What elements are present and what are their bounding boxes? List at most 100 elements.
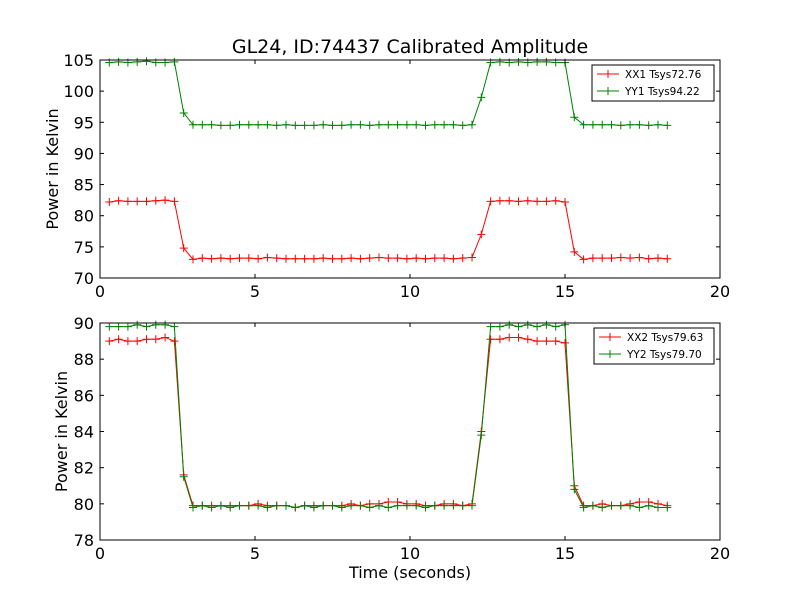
data-point (347, 501, 356, 510)
data-point (170, 337, 179, 346)
x-tick-label: 15 (555, 282, 575, 301)
legend-marker (604, 70, 612, 78)
data-point (161, 196, 170, 205)
data-point (319, 120, 328, 129)
x-tick-label: 0 (95, 282, 105, 301)
data-point (309, 503, 318, 512)
data-point (114, 335, 123, 344)
data-point (570, 247, 579, 256)
data-point (216, 501, 225, 510)
y-tick-label: 105 (63, 51, 94, 70)
x-tick-label: 10 (400, 282, 420, 301)
data-point (495, 196, 504, 205)
data-point (542, 337, 551, 346)
x-tick-label: 5 (250, 282, 260, 301)
data-point (319, 254, 328, 263)
y-tick-label: 75 (74, 238, 94, 257)
y-tick-label: 100 (63, 82, 94, 101)
data-point (105, 198, 114, 207)
legend-marker (606, 350, 614, 358)
x-tick-label: 20 (710, 282, 730, 301)
x-tick-label: 15 (555, 544, 575, 563)
data-point (458, 121, 467, 130)
data-point (486, 322, 495, 331)
series-1 (105, 196, 672, 264)
x-tick-label: 10 (400, 544, 420, 563)
data-point (626, 120, 635, 129)
data-point (598, 120, 607, 129)
data-point (635, 253, 644, 262)
y-tick-label: 82 (74, 459, 94, 478)
data-point (133, 197, 142, 206)
legend-box (591, 64, 715, 102)
legend: XX1 Tsys72.76 YY1 Tsys94.22 (591, 64, 715, 102)
data-point (328, 121, 337, 130)
data-point (477, 431, 486, 440)
y-axis-label: Power in Kelvin (52, 371, 71, 492)
data-point (170, 322, 179, 331)
legend-marker (604, 87, 612, 95)
data-point (449, 501, 458, 510)
data-point (542, 197, 551, 206)
data-point (579, 120, 588, 129)
data-point (319, 501, 328, 510)
data-point (254, 501, 263, 510)
data-point (291, 121, 300, 130)
legend-marker (606, 333, 614, 341)
data-point (616, 501, 625, 510)
data-point (309, 254, 318, 263)
data-point (505, 333, 514, 342)
data-point (254, 120, 263, 129)
data-point (412, 120, 421, 129)
data-point (468, 253, 476, 262)
y-tick-label: 88 (74, 350, 94, 369)
data-point (189, 255, 197, 264)
data-point (337, 254, 346, 263)
data-point (114, 57, 123, 66)
data-point (486, 335, 495, 344)
data-point (644, 501, 653, 510)
data-point (551, 337, 560, 346)
legend-box (593, 327, 715, 365)
y-axis-label: Power in Kelvin (43, 108, 62, 229)
data-point (412, 254, 421, 263)
y-tick-label: 80 (74, 495, 94, 514)
data-point (551, 322, 560, 331)
data-point (226, 503, 235, 512)
data-point (588, 501, 597, 510)
data-point (365, 254, 374, 263)
data-point (151, 196, 160, 205)
y-tick-label: 80 (74, 207, 94, 226)
data-point (449, 254, 458, 263)
data-point (282, 254, 290, 263)
data-point (189, 120, 197, 129)
data-point (598, 503, 607, 512)
data-point (179, 108, 188, 117)
data-point (105, 337, 114, 346)
data-point (263, 253, 272, 262)
data-point (207, 254, 216, 263)
x-tick-label: 0 (95, 544, 105, 563)
data-point (570, 485, 579, 494)
data-point (198, 501, 207, 510)
data-point (607, 501, 616, 510)
data-point (542, 320, 551, 329)
data-point (393, 120, 402, 129)
data-point (635, 120, 644, 129)
data-point (644, 254, 653, 263)
data-point (384, 120, 393, 129)
data-point (151, 335, 160, 344)
bottom-panel: 0 5 10 15 20 78 80 82 84 86 88 90 Power in Kelvin Tim… (52, 314, 730, 582)
data-point (142, 322, 151, 331)
legend-label: XX1 Tsys72.76 (625, 69, 702, 81)
data-point (133, 57, 142, 66)
data-point (161, 333, 170, 342)
top-panel: 0 5 10 15 20 70 75 80 85 90 95 100 105 Power in Kelvi… (43, 51, 730, 301)
data-point (161, 320, 170, 329)
data-point (337, 121, 346, 130)
data-point (272, 501, 281, 510)
data-point (272, 121, 281, 130)
data-point (337, 503, 346, 512)
data-point (533, 337, 542, 346)
data-point (282, 501, 290, 510)
